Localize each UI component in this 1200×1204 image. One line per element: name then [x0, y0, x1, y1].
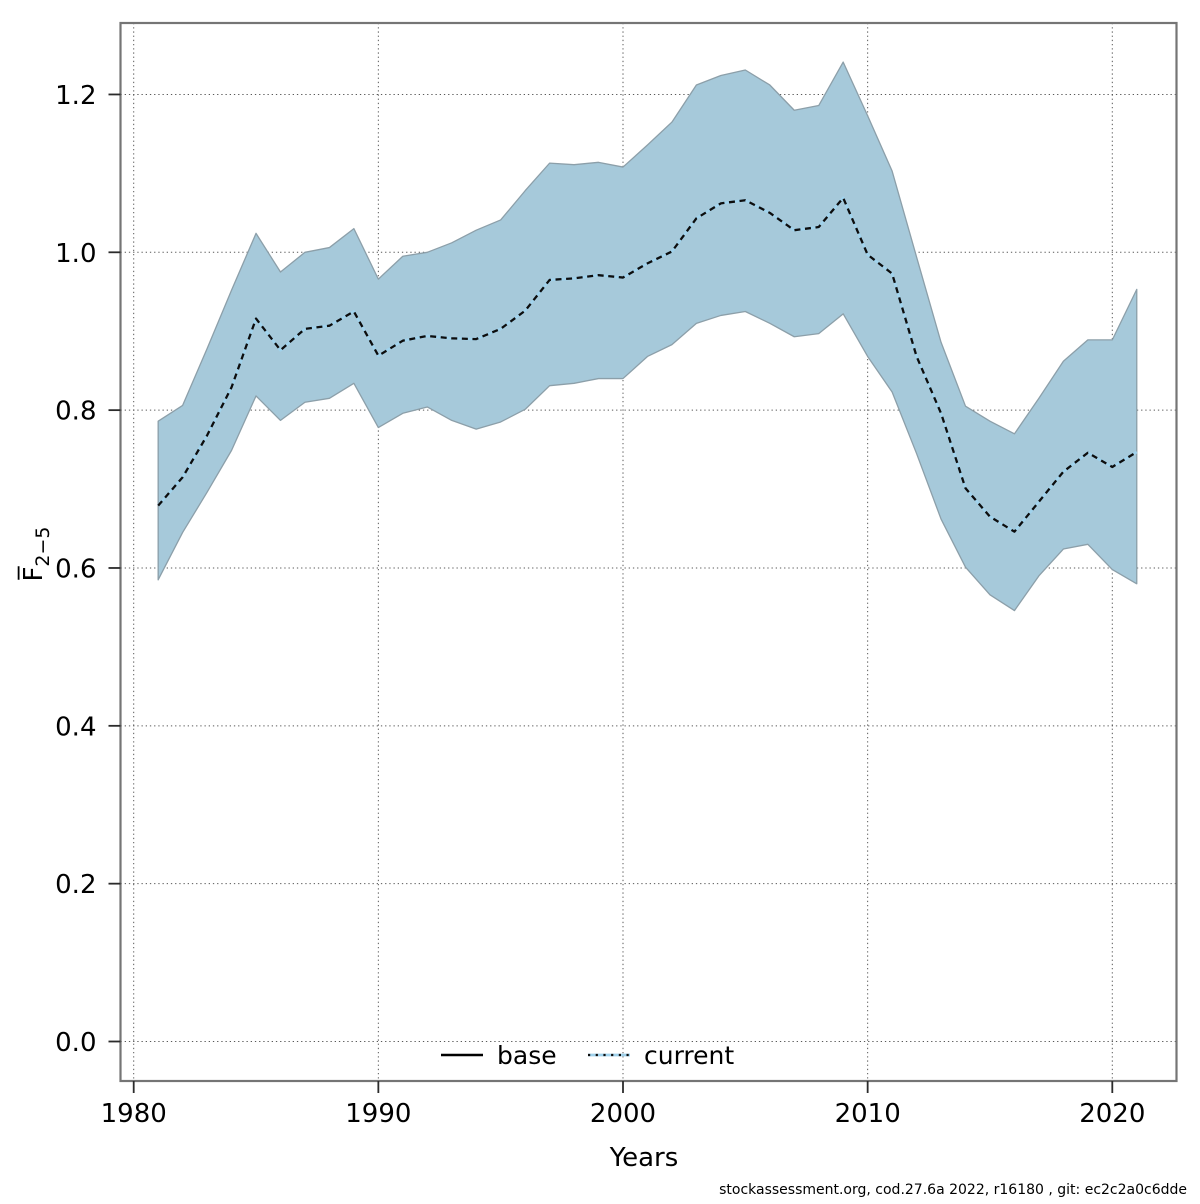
y-tick-label: 1.2	[55, 81, 96, 111]
y-axis-title-main: F̅	[17, 566, 49, 582]
x-tick-label: 1990	[345, 1099, 411, 1129]
y-tick-label: 0.2	[55, 870, 96, 900]
x-tick-label: 1980	[101, 1099, 167, 1129]
legend-base-label: base	[497, 1041, 557, 1070]
y-tick-label: 0.6	[55, 554, 96, 584]
axis-tick-labels: 0.0 0.2 0.4 0.6 0.8 1.0 1.2 1980 1990 2000 2010 202…	[55, 81, 1145, 1129]
x-tick-label: 2020	[1079, 1099, 1145, 1129]
y-axis-title: F̅2−5	[17, 526, 54, 581]
y-tick-label: 0.0	[55, 1028, 96, 1058]
confidence-band-group	[157, 61, 1138, 612]
y-axis-title-subscript: 2−5	[32, 526, 54, 566]
x-axis-title: Years	[609, 1143, 679, 1173]
y-tick-label: 0.4	[55, 712, 96, 742]
series-lines-group	[157, 196, 1138, 534]
legend-current-label: current	[644, 1041, 734, 1070]
y-tick-label: 0.8	[55, 397, 96, 427]
plot-border	[119, 21, 1178, 1083]
x-tick-label: 2010	[835, 1099, 901, 1129]
footer-attribution: stockassessment.org, cod.27.6a 2022, r16…	[719, 1182, 1187, 1198]
confidence-band	[157, 61, 1138, 612]
legend: base current	[441, 1041, 734, 1070]
axis-ticks	[108, 93, 1114, 1093]
y-tick-label: 1.0	[55, 239, 96, 269]
current-line	[157, 196, 1138, 533]
x-tick-label: 2000	[590, 1099, 656, 1129]
